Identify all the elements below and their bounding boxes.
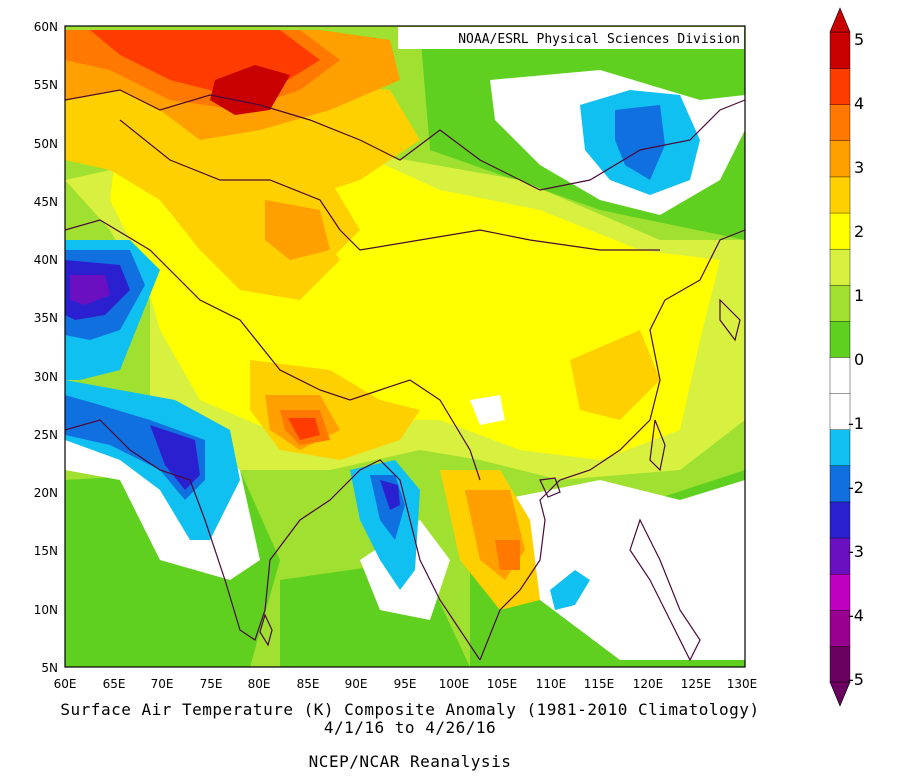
- map-frame: [64, 25, 746, 668]
- lat-label: 15N: [34, 544, 58, 558]
- colorbar-labels: 5 4 3 2 1 0 -1 -2 -3 -4 -5: [848, 30, 864, 689]
- colorbar-label: 0: [854, 350, 864, 369]
- caption-line-3: NCEP/NCAR Reanalysis: [308, 752, 512, 771]
- lon-label: 110E: [536, 677, 567, 691]
- colorbar-segment: [829, 104, 851, 142]
- anomaly-field: [65, 26, 745, 667]
- credit-text: NOAA/ESRL Physical Sciences Division: [458, 32, 740, 47]
- colorbar: 5 4 3 2 1 0 -1 -2 -3 -4 -5: [829, 7, 864, 707]
- lon-label: 120E: [633, 677, 664, 691]
- colorbar-label: 2: [854, 222, 864, 241]
- anomaly-map: NOAA/ESRL Physical Sciences Division 60N…: [34, 20, 758, 691]
- colorbar-segment: [829, 320, 851, 358]
- lon-label: 80E: [248, 677, 271, 691]
- colorbar-label: -1: [848, 414, 864, 433]
- colorbar-label: 5: [854, 30, 864, 49]
- colorbar-label: -4: [848, 606, 864, 625]
- colorbar-segment: [829, 140, 851, 178]
- colorbar-min-arrow: [829, 681, 851, 707]
- colorbar-segment: [829, 248, 851, 286]
- colorbar-segments: [829, 7, 851, 707]
- lon-label: 95E: [394, 677, 417, 691]
- lon-label: 70E: [151, 677, 174, 691]
- lat-label: 45N: [34, 195, 58, 209]
- lat-label: 5N: [41, 661, 58, 675]
- colorbar-label: -5: [848, 670, 864, 689]
- lon-label: 115E: [584, 677, 615, 691]
- caption-line-1: Surface Air Temperature (K) Composite An…: [60, 700, 760, 719]
- colorbar-segment: [829, 537, 851, 575]
- lat-label: 20N: [34, 486, 58, 500]
- colorbar-segment: [829, 501, 851, 539]
- colorbar-label: -2: [848, 478, 864, 497]
- colorbar-segment: [829, 31, 851, 69]
- colorbar-label: 3: [854, 158, 864, 177]
- colorbar-max-arrow: [829, 7, 851, 33]
- colorbar-label: 1: [854, 286, 864, 305]
- lon-label: 65E: [103, 677, 126, 691]
- lon-label: 105E: [487, 677, 518, 691]
- lat-label: 60N: [34, 20, 58, 34]
- colorbar-segment: [829, 67, 851, 105]
- lat-label: 50N: [34, 137, 58, 151]
- colorbar-segment: [829, 609, 851, 647]
- colorbar-segment: [829, 212, 851, 250]
- credit-box: [398, 27, 744, 49]
- lat-labels: 60N 55N 50N 45N 40N 35N 30N 25N 20N 15N …: [34, 20, 58, 675]
- lat-label: 40N: [34, 253, 58, 267]
- lon-label: 125E: [681, 677, 712, 691]
- borders: [64, 89, 746, 662]
- lat-label: 25N: [34, 428, 58, 442]
- colorbar-segment: [829, 392, 851, 430]
- colorbar-label: 4: [854, 94, 864, 113]
- lon-label: 85E: [297, 677, 320, 691]
- colorbar-segment: [829, 356, 851, 394]
- colorbar-segment: [829, 429, 851, 467]
- colorbar-segment: [829, 573, 851, 611]
- lat-label: 10N: [34, 603, 58, 617]
- colorbar-segment: [829, 284, 851, 322]
- lon-label: 90E: [345, 677, 368, 691]
- lat-label: 30N: [34, 370, 58, 384]
- colorbar-segment: [829, 645, 851, 683]
- colorbar-segment: [829, 176, 851, 214]
- lon-label: 75E: [200, 677, 223, 691]
- colorbar-segment: [829, 465, 851, 503]
- lon-label: 130E: [727, 677, 758, 691]
- lon-label: 100E: [439, 677, 470, 691]
- lon-label: 60E: [54, 677, 77, 691]
- lon-labels: 60E 65E 70E 75E 80E 85E 90E 95E 100E 105…: [54, 677, 758, 691]
- lat-label: 55N: [34, 78, 58, 92]
- lat-label: 35N: [34, 311, 58, 325]
- caption-line-2: 4/1/16 to 4/26/16: [323, 718, 497, 737]
- colorbar-label: -3: [848, 542, 864, 561]
